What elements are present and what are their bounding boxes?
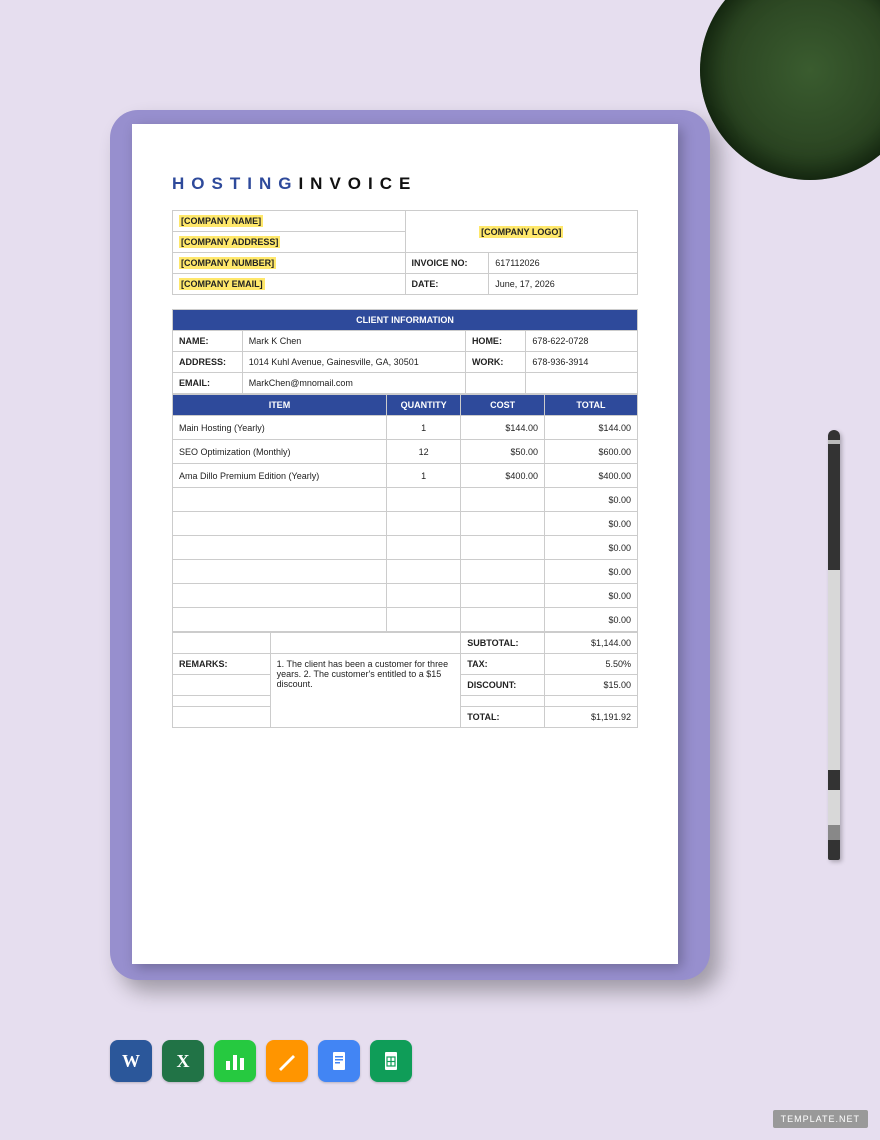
company-number-placeholder: [COMPANY NUMBER] (179, 257, 276, 269)
cell-cost (461, 512, 545, 536)
decorative-plant (700, 0, 880, 180)
invoice-no-label: INVOICE NO: (405, 253, 489, 274)
google-sheets-icon (370, 1040, 412, 1082)
cell-cost: $144.00 (461, 416, 545, 440)
invoice-date-value: June, 17, 2026 (489, 274, 638, 295)
cell-qty (386, 560, 460, 584)
discount-value: $15.00 (544, 675, 637, 696)
line-item-row: SEO Optimization (Monthly)12$50.00$600.0… (173, 440, 638, 464)
title-invoice: INVOICE (298, 174, 417, 193)
format-icons-row: W X (110, 1040, 412, 1082)
cell-qty: 12 (386, 440, 460, 464)
cell-qty (386, 608, 460, 632)
line-item-row: Main Hosting (Yearly)1$144.00$144.00 (173, 416, 638, 440)
cell-item (173, 584, 387, 608)
line-item-row: $0.00 (173, 536, 638, 560)
cell-item: SEO Optimization (Monthly) (173, 440, 387, 464)
client-address-value: 1014 Kuhl Avenue, Gainesville, GA, 30501 (242, 352, 465, 373)
client-email-value: MarkChen@mnomail.com (242, 373, 465, 394)
page-title: HOSTINGINVOICE (172, 174, 638, 194)
invoice-date-label: DATE: (405, 274, 489, 295)
company-logo-placeholder: [COMPANY LOGO] (479, 226, 563, 238)
company-address-placeholder: [COMPANY ADDRESS] (179, 236, 280, 248)
cell-cost: $50.00 (461, 440, 545, 464)
col-item: ITEM (173, 395, 387, 416)
cell-item (173, 488, 387, 512)
cell-qty (386, 512, 460, 536)
subtotal-value: $1,144.00 (544, 633, 637, 654)
cell-cost (461, 560, 545, 584)
line-item-row: $0.00 (173, 512, 638, 536)
company-header-table: [COMPANY NAME] [COMPANY LOGO] [COMPANY A… (172, 210, 638, 295)
cell-item (173, 536, 387, 560)
cell-item: Main Hosting (Yearly) (173, 416, 387, 440)
cell-total: $0.00 (544, 488, 637, 512)
invoice-no-value: 617112026 (489, 253, 638, 274)
cell-item (173, 512, 387, 536)
line-item-row: $0.00 (173, 608, 638, 632)
cell-cost (461, 536, 545, 560)
cell-item (173, 560, 387, 584)
client-work-label: WORK: (465, 352, 525, 373)
cell-item: Ama Dillo Premium Edition (Yearly) (173, 464, 387, 488)
line-item-row: Ama Dillo Premium Edition (Yearly)1$400.… (173, 464, 638, 488)
company-name-placeholder: [COMPANY NAME] (179, 215, 263, 227)
cell-total: $0.00 (544, 536, 637, 560)
discount-label: DISCOUNT: (461, 675, 545, 696)
client-work-value: 678-936-3914 (526, 352, 638, 373)
remarks-text: 1. The client has been a customer for th… (270, 654, 461, 728)
line-items-table: ITEM QUANTITY COST TOTAL Main Hosting (Y… (172, 394, 638, 632)
total-value: $1,191.92 (544, 707, 637, 728)
cell-qty (386, 584, 460, 608)
client-info-table: CLIENT INFORMATION NAME: Mark K Chen HOM… (172, 309, 638, 394)
cell-cost: $400.00 (461, 464, 545, 488)
line-item-row: $0.00 (173, 488, 638, 512)
title-hosting: HOSTING (172, 174, 298, 193)
subtotal-label: SUBTOTAL: (461, 633, 545, 654)
client-section-header: CLIENT INFORMATION (173, 310, 638, 331)
company-email-placeholder: [COMPANY EMAIL] (179, 278, 265, 290)
client-home-value: 678-622-0728 (526, 331, 638, 352)
col-cost: COST (461, 395, 545, 416)
cell-item (173, 608, 387, 632)
decorative-pen (828, 430, 840, 860)
cell-total: $0.00 (544, 608, 637, 632)
invoice-page: HOSTINGINVOICE [COMPANY NAME] [COMPANY L… (132, 124, 678, 964)
cell-total: $0.00 (544, 512, 637, 536)
word-icon: W (110, 1040, 152, 1082)
excel-icon: X (162, 1040, 204, 1082)
client-home-label: HOME: (465, 331, 525, 352)
cell-total: $400.00 (544, 464, 637, 488)
summary-table: SUBTOTAL: $1,144.00 REMARKS: 1. The clie… (172, 632, 638, 728)
cell-qty (386, 536, 460, 560)
watermark: TEMPLATE.NET (773, 1110, 868, 1128)
remarks-label: REMARKS: (173, 654, 271, 675)
cell-cost (461, 488, 545, 512)
line-item-row: $0.00 (173, 584, 638, 608)
pages-icon (266, 1040, 308, 1082)
clipboard: HOSTINGINVOICE [COMPANY NAME] [COMPANY L… (110, 110, 710, 980)
numbers-icon (214, 1040, 256, 1082)
cell-qty: 1 (386, 416, 460, 440)
google-docs-icon (318, 1040, 360, 1082)
cell-cost (461, 608, 545, 632)
client-address-label: ADDRESS: (173, 352, 243, 373)
tax-label: TAX: (461, 654, 545, 675)
total-label: TOTAL: (461, 707, 545, 728)
cell-cost (461, 584, 545, 608)
client-email-label: EMAIL: (173, 373, 243, 394)
cell-qty (386, 488, 460, 512)
client-name-value: Mark K Chen (242, 331, 465, 352)
cell-qty: 1 (386, 464, 460, 488)
tax-value: 5.50% (544, 654, 637, 675)
cell-total: $0.00 (544, 584, 637, 608)
client-name-label: NAME: (173, 331, 243, 352)
cell-total: $144.00 (544, 416, 637, 440)
col-total: TOTAL (544, 395, 637, 416)
col-quantity: QUANTITY (386, 395, 460, 416)
line-item-row: $0.00 (173, 560, 638, 584)
cell-total: $600.00 (544, 440, 637, 464)
cell-total: $0.00 (544, 560, 637, 584)
